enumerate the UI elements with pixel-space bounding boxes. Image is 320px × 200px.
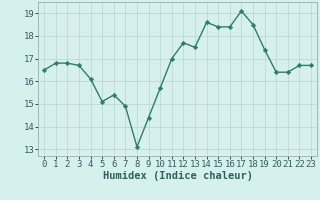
X-axis label: Humidex (Indice chaleur): Humidex (Indice chaleur)	[103, 171, 252, 181]
